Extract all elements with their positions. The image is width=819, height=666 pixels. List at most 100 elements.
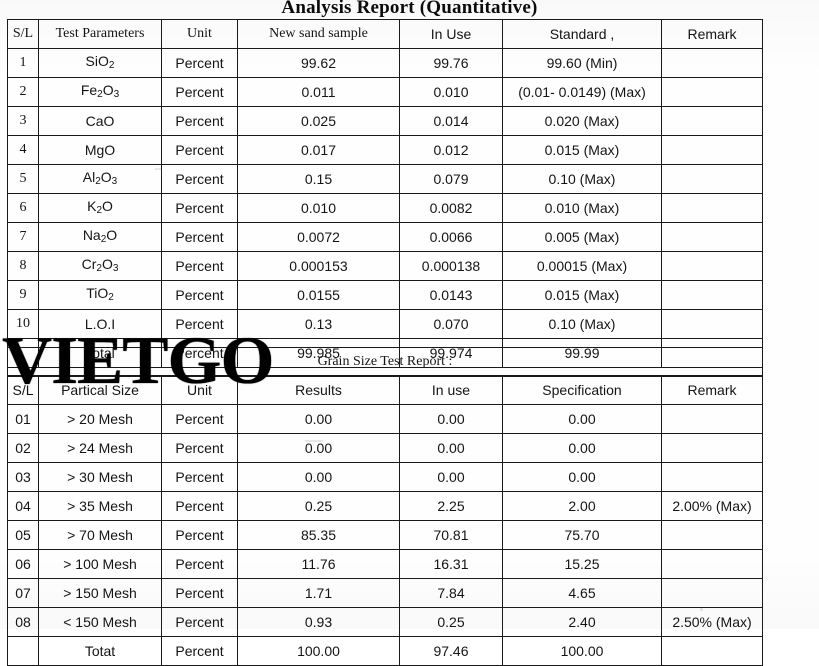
cell-in-use: 0.25 [399,607,503,637]
cell-parameter: > 100 Mesh [38,549,162,579]
cell-standard: 0.015 (Max) [502,280,662,310]
cell-unit: Percent [161,135,238,165]
cell-parameter: > 150 Mesh [38,578,162,608]
cell-remark [661,193,763,223]
quantitative-analysis-table: S/L Test Parameters Unit New sand sample… [7,19,763,368]
cell-results: 0.000153 [237,251,400,281]
table-row: 3 CaO Percent 0.025 0.014 0.020 (Max) [7,106,763,136]
cell-results: 0.93 [237,607,400,637]
cell-in-use: 0.010 [399,77,503,107]
table-row: 6 K2O Percent 0.010 0.0082 0.010 (Max) [7,193,763,223]
cell-results: 11.76 [237,549,400,579]
cell-results: 0.25 [237,491,400,521]
cell-sl: 1 [7,48,39,78]
cell-remark [661,578,763,608]
cell-parameter: Al2O3 [38,164,162,194]
cell-sl: 8 [7,251,39,281]
cell-sl: 02 [7,433,39,463]
cell-sl: 08 [7,607,39,637]
cell-standard: 0.020 (Max) [502,106,662,136]
cell-remark: 2.00% (Max) [661,491,763,521]
cell-parameter: L.O.I [38,309,162,339]
table-row: 08 < 150 Mesh Percent 0.93 0.25 2.40 2.50% (Ma… [7,607,763,637]
cell-standard: 0.015 (Max) [502,135,662,165]
table-row: 04 > 35 Mesh Percent 0.25 2.25 2.00 2.00% (Max… [7,491,763,521]
cell-parameter: Na2O [38,222,162,252]
cell-standard: 99.60 (Min) [502,48,662,78]
cell-unit: Percent [161,251,238,281]
cell-results: 0.0072 [237,222,400,252]
cell-parameter: > 70 Mesh [38,520,162,550]
header-results: New sand sample [237,19,400,49]
table-row: 06 > 100 Mesh Percent 11.76 16.31 15.25 [7,549,763,579]
cell-in-use: 99.76 [399,48,503,78]
cell-unit: Percent [161,309,238,339]
cell-in-use: 16.31 [399,549,503,579]
cell-sl: 9 [7,280,39,310]
table-row: 9 TiO2 Percent 0.0155 0.0143 0.015 (Max) [7,280,763,310]
cell-remark [661,106,763,136]
cell-remark [661,222,763,252]
header-in-use: In Use [399,19,503,49]
cell-results: 0.00 [237,404,400,434]
header-remark: Remark [661,19,763,49]
cell-sl: 7 [7,222,39,252]
cell-remark [661,77,763,107]
cell-remark [661,520,763,550]
cell-results: 85.35 [237,520,400,550]
cell-sl: 5 [7,164,39,194]
cell-sl: 07 [7,578,39,608]
cell-remark [661,462,763,492]
table-row: 8 Cr2O3 Percent 0.000153 0.000138 0.00015 (Ma… [7,251,763,281]
cell-results: 0.010 [237,193,400,223]
cell-results: 99.62 [237,48,400,78]
cell-standard: 0.00 [502,433,662,463]
cell-sl: 01 [7,404,39,434]
cell-unit: Percent [161,280,238,310]
table-row: 4 MgO Percent 0.017 0.012 0.015 (Max) [7,135,763,165]
cell-unit: Percent [161,520,238,550]
cell-sl: 04 [7,491,39,521]
cell-parameter: > 35 Mesh [38,491,162,521]
cell-remark [661,48,763,78]
cell-in-use: 0.00 [399,404,503,434]
cell-parameter: K2O [38,193,162,223]
cell-total-label: Totat [38,636,162,666]
cell-remark [661,433,763,463]
cell-in-use: 0.00 [399,462,503,492]
cell-standard: 0.10 (Max) [502,309,662,339]
cell-unit: Percent [161,48,238,78]
cell-remark [661,549,763,579]
cell-unit: Percent [161,491,238,521]
cell-in-use: 0.0082 [399,193,503,223]
table-total-row: Totat Percent 100.00 97.46 100.00 [7,636,763,666]
cell-unit: Percent [161,193,238,223]
cell-parameter: < 150 Mesh [38,607,162,637]
table-header-row: S/L Test Parameters Unit New sand sample… [7,19,763,49]
cell-in-use: 0.070 [399,309,503,339]
cell-in-use: 7.84 [399,578,503,608]
cell-parameter: Fe2O3 [38,77,162,107]
cell-remark [661,280,763,310]
header-results: Results [237,375,400,405]
table-row: 03 > 30 Mesh Percent 0.00 0.00 0.00 [7,462,763,492]
cell-results: 0.15 [237,164,400,194]
cell-unit: Percent [161,549,238,579]
table-header-row: S/L Partical Size Unit Results In use Sp… [7,375,763,405]
cell-parameter: > 30 Mesh [38,462,162,492]
cell-sl [7,636,39,666]
table-row: 05 > 70 Mesh Percent 85.35 70.81 75.70 [7,520,763,550]
header-unit: Unit [161,19,238,49]
cell-results: 0.00 [237,462,400,492]
table-row: 2 Fe2O3 Percent 0.011 0.010 (0.01- 0.0149) (M… [7,77,763,107]
cell-standard: (0.01- 0.0149) (Max) [502,77,662,107]
cell-unit: Percent [161,222,238,252]
cell-unit: Percent [161,462,238,492]
cell-sl: 6 [7,193,39,223]
cell-standard: 0.005 (Max) [502,222,662,252]
cell-unit: Percent [161,106,238,136]
cell-in-use: 0.00 [399,433,503,463]
cell-standard: 75.70 [502,520,662,550]
cell-parameter: Cr2O3 [38,251,162,281]
